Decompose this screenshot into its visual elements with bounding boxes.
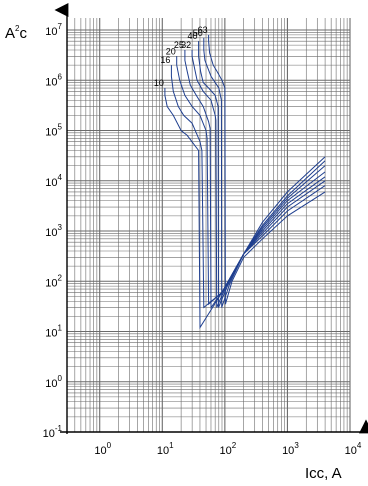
series-curve-63 (208, 34, 326, 305)
y-tick-labels: 10-1 100 101 102 103 104 105 106 107 (43, 22, 63, 440)
series-label-63: 63 (198, 25, 208, 35)
series-curve-25 (184, 50, 326, 310)
x-tick-label: 103 (282, 441, 299, 457)
series-label-20: 20 (166, 46, 176, 56)
y-tick-label: 10-1 (43, 424, 63, 440)
series-label-32: 32 (181, 40, 191, 50)
series-curve-32 (191, 50, 326, 308)
x-tick-label: 102 (220, 441, 237, 457)
y-tick-label: 107 (45, 22, 62, 38)
x-tick-labels: 100 101 102 103 104 (94, 441, 362, 457)
y-tick-label: 104 (45, 173, 62, 189)
series-label-25: 25 (174, 40, 184, 50)
series-curve-16 (170, 65, 326, 309)
x-axis-title: Icc, A (305, 465, 342, 482)
series-label-40: 40 (188, 31, 198, 41)
curve-group (164, 34, 326, 330)
series-label-50: 50 (193, 28, 203, 38)
y-tick-label: 102 (45, 273, 62, 289)
y-tick-label: 100 (45, 374, 62, 390)
y-tick-label: 105 (45, 123, 62, 139)
x-tick-label: 100 (94, 441, 111, 457)
axes (54, 3, 368, 434)
series-curve-50 (203, 37, 326, 308)
series-label-10: 10 (154, 78, 164, 88)
y-tick-label: 106 (45, 72, 62, 88)
y-tick-label: 101 (45, 324, 62, 340)
series-curve-40 (198, 41, 326, 308)
y-axis-title: A2c (5, 24, 27, 42)
series-curve-10 (164, 88, 326, 330)
x-tick-label: 101 (157, 441, 174, 457)
series-curve-20 (176, 56, 326, 306)
x-tick-label: 104 (345, 441, 362, 457)
y-tick-label: 103 (45, 223, 62, 239)
series-label-16: 16 (160, 55, 170, 65)
grid (66, 18, 351, 433)
